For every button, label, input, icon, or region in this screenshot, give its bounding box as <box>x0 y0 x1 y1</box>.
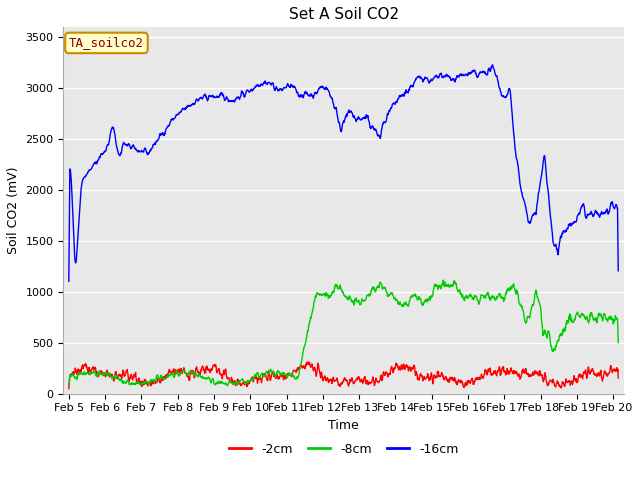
-2cm <box>492 372 500 378</box>
-2cm <box>65 386 72 392</box>
Text: TA_soilco2: TA_soilco2 <box>69 36 144 49</box>
-8cm <box>300 346 307 352</box>
-2cm <box>459 381 467 386</box>
-16cm <box>300 95 307 100</box>
-8cm <box>459 294 467 300</box>
-2cm <box>400 362 408 368</box>
Title: Set A Soil CO2: Set A Soil CO2 <box>289 7 399 22</box>
-8cm <box>493 294 500 300</box>
-16cm <box>614 268 622 274</box>
-16cm <box>65 278 72 284</box>
Line: -16cm: -16cm <box>68 65 618 281</box>
-8cm <box>614 340 622 346</box>
-2cm <box>300 365 307 371</box>
-16cm <box>488 62 496 68</box>
-8cm <box>223 383 231 389</box>
Y-axis label: Soil CO2 (mV): Soil CO2 (mV) <box>7 167 20 254</box>
-16cm <box>458 72 466 78</box>
-8cm <box>118 379 126 384</box>
-2cm <box>608 366 616 372</box>
-2cm <box>118 372 126 377</box>
-16cm <box>118 143 126 148</box>
-2cm <box>614 375 622 381</box>
-16cm <box>399 91 407 97</box>
X-axis label: Time: Time <box>328 419 359 432</box>
-16cm <box>492 73 500 79</box>
-16cm <box>608 199 616 205</box>
Legend: -2cm, -8cm, -16cm: -2cm, -8cm, -16cm <box>224 438 464 461</box>
-8cm <box>400 302 408 308</box>
Line: -2cm: -2cm <box>68 362 618 389</box>
Line: -8cm: -8cm <box>68 280 618 386</box>
-8cm <box>65 382 72 387</box>
-8cm <box>608 317 616 323</box>
-2cm <box>304 359 312 365</box>
-8cm <box>440 277 447 283</box>
